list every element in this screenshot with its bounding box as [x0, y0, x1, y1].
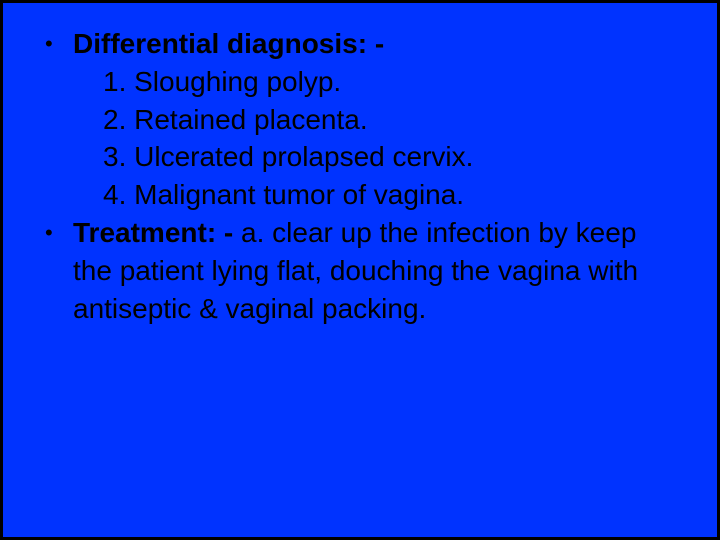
subline: 3. Ulcerated prolapsed cervix. — [73, 138, 677, 176]
subline: 4. Malignant tumor of vagina. — [73, 176, 677, 214]
bullet-marker: • — [43, 25, 73, 63]
subline: 2. Retained placenta. — [73, 101, 677, 139]
bullet-body: Differential diagnosis: - 1. Sloughing p… — [73, 25, 677, 214]
bullet-marker: • — [43, 214, 73, 252]
subline: 1. Sloughing polyp. — [73, 63, 677, 101]
slide: • Differential diagnosis: - 1. Sloughing… — [3, 3, 717, 537]
bullet-heading: Treatment: - — [73, 217, 233, 248]
bullet-item: • Treatment: - a. clear up the infection… — [43, 214, 677, 327]
bullet-body: Treatment: - a. clear up the infection b… — [73, 214, 677, 327]
bullet-item: • Differential diagnosis: - 1. Sloughing… — [43, 25, 677, 214]
bullet-heading: Differential diagnosis: - — [73, 28, 384, 59]
